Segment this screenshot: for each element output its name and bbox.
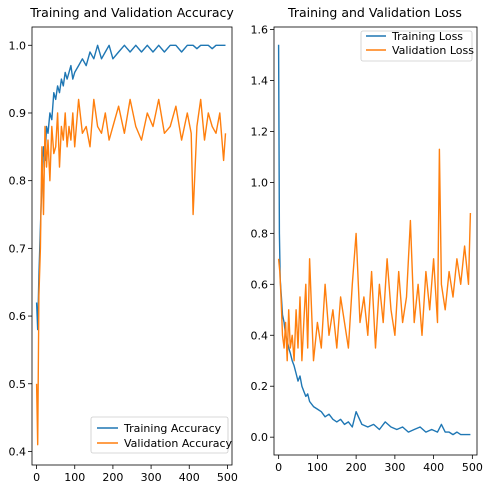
accuracy-x-tick-label: 100 [64,471,85,482]
loss-y-tick-label: 0.4 [251,329,269,342]
accuracy-y-tick-label: 0.4 [9,445,27,458]
loss-x-tick-label: 200 [346,461,367,474]
loss-legend: Training Loss Validation Loss [360,30,474,62]
loss-x-tick-label: 400 [423,461,444,474]
accuracy-legend-label-validation: Validation Accuracy [124,437,233,450]
accuracy-x-tick-label: 500 [217,471,238,482]
loss-y-ticks: 0.0 0.2 0.4 0.6 0.8 1.0 1.2 1.4 1.6 [251,24,274,444]
loss-y-tick-label: 0.0 [251,431,269,444]
loss-y-tick-label: 1.6 [251,24,269,37]
loss-lines [277,44,472,436]
accuracy-legend-label-training: Training Accuracy [123,422,222,435]
accuracy-y-tick-label: 0.8 [9,175,27,188]
accuracy-y-tick-label: 1.0 [9,39,27,52]
loss-x-tick-label: 100 [307,461,328,474]
loss-x-tick-label: 500 [462,461,483,474]
accuracy-y-tick-label: 0.6 [9,310,27,323]
loss-panel: Training and Validation Loss 0 100 200 300 4… [251,5,483,474]
accuracy-lines [35,44,227,446]
loss-axes-frame [273,26,478,456]
loss-x-ticks: 0 100 200 300 400 500 [275,455,483,474]
accuracy-panel: Training and Validation Accuracy 0 100 200… [9,5,238,482]
loss-y-tick-label: 1.0 [251,176,269,189]
accuracy-chart-title: Training and Validation Accuracy [29,5,234,20]
accuracy-x-tick-label: 200 [102,471,123,482]
accuracy-x-tick-label: 400 [179,471,200,482]
accuracy-x-ticks: 0 100 200 300 400 500 [33,465,238,482]
loss-chart-title: Training and Validation Loss [287,5,462,20]
accuracy-legend: Training Accuracy Validation Accuracy [90,416,233,454]
loss-legend-label-validation: Validation Loss [392,44,474,57]
loss-y-tick-label: 1.2 [251,125,269,138]
loss-x-tick-label: 300 [384,461,405,474]
loss-legend-box [360,30,473,62]
accuracy-y-ticks: 0.4 0.5 0.6 0.7 0.8 0.9 1.0 [9,39,32,458]
loss-legend-label-training: Training Loss [391,30,463,43]
loss-y-tick-label: 0.8 [251,227,269,240]
accuracy-y-tick-label: 0.5 [9,378,27,391]
accuracy-legend-box [90,416,229,454]
accuracy-x-tick-label: 0 [33,471,40,482]
accuracy-y-tick-label: 0.7 [9,242,27,255]
loss-y-tick-label: 0.6 [251,278,269,291]
accuracy-y-tick-label: 0.9 [9,107,27,120]
accuracy-axes-frame [31,26,233,466]
accuracy-series-training-line [35,44,226,331]
loss-x-tick-label: 0 [275,461,282,474]
accuracy-series-validation-line [35,98,227,446]
loss-y-tick-label: 0.2 [251,380,269,393]
loss-y-tick-label: 1.4 [251,75,269,88]
accuracy-x-tick-label: 300 [141,471,162,482]
loss-series-training-line [277,44,471,436]
loss-series-validation-line [277,148,472,362]
